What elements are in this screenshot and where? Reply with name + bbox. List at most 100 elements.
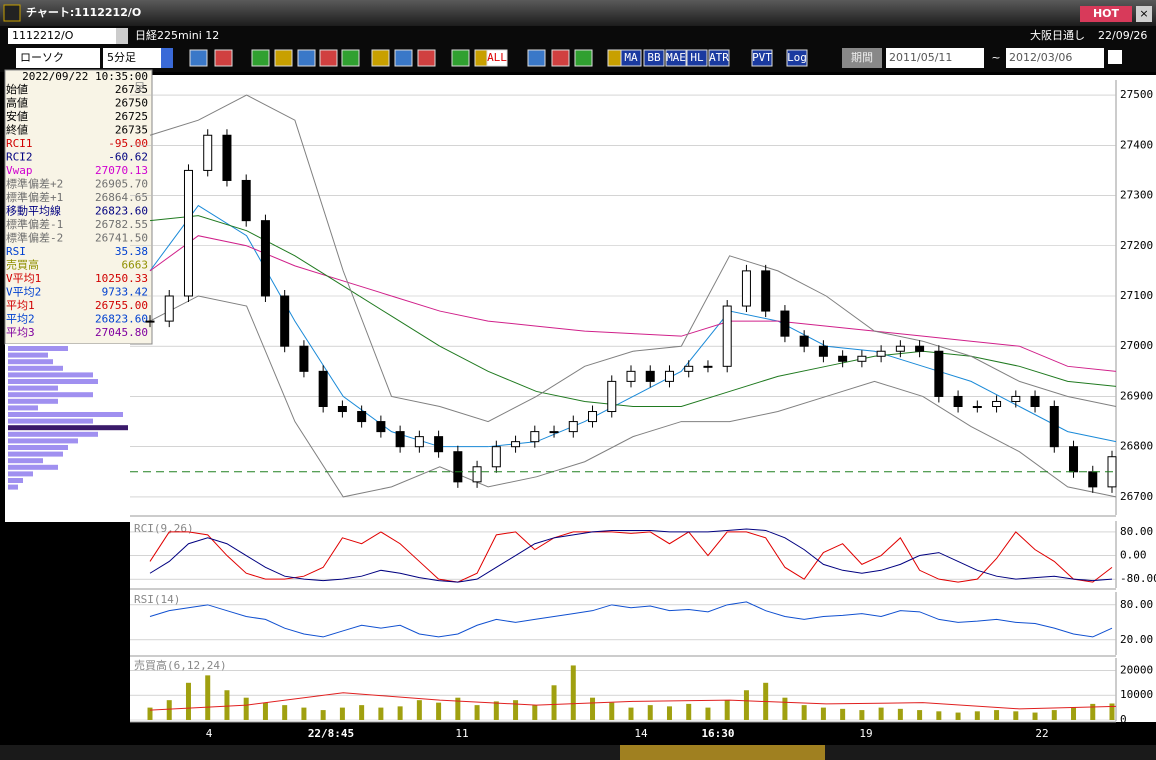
style-select[interactable] <box>16 48 100 68</box>
toolbar-icon[interactable] <box>394 49 413 67</box>
toolbar-button[interactable] <box>486 49 508 67</box>
info-label: 売買高 <box>6 258 39 272</box>
y-tick-label: 26700 <box>1120 490 1153 503</box>
period-dropdown[interactable] <box>161 48 173 68</box>
toolbar-icon[interactable] <box>417 49 436 67</box>
toolbar-button[interactable] <box>686 49 708 67</box>
toolbar-button[interactable] <box>620 49 642 67</box>
info-value: 6663 <box>122 259 149 272</box>
volume-bar <box>897 708 903 721</box>
volume-bar <box>1013 711 1019 721</box>
volume-profile-bar <box>8 359 53 365</box>
indicator-line <box>149 215 1117 408</box>
candle <box>818 345 828 357</box>
toolbar-icon[interactable] <box>274 49 293 67</box>
toolbar-icon[interactable] <box>214 49 233 67</box>
volume-bar <box>628 707 634 721</box>
market-name: 大阪日通し <box>1030 28 1085 42</box>
volume-bar <box>397 706 403 721</box>
from-input[interactable] <box>886 48 984 68</box>
toolbar-icon[interactable] <box>189 49 208 67</box>
from-date[interactable]: 2011/05/11 <box>889 51 952 64</box>
close-button[interactable] <box>1136 6 1152 22</box>
market-date: 22/09/26 <box>1098 29 1147 42</box>
code-input[interactable] <box>8 28 126 44</box>
checkbox[interactable] <box>1108 50 1122 64</box>
toolbar-icon[interactable] <box>251 49 270 67</box>
toolbar-button-label[interactable]: BB <box>647 51 661 64</box>
y-tick-label: 0.00 <box>1120 549 1147 562</box>
volume-bar <box>840 708 846 721</box>
candle <box>761 270 771 312</box>
candle <box>164 295 174 322</box>
period-select[interactable] <box>103 48 173 68</box>
y-tick-label: -80.00 <box>1120 572 1156 585</box>
candle <box>472 466 482 483</box>
candle <box>741 270 751 307</box>
to-input[interactable] <box>1006 48 1104 68</box>
toolbar-icon[interactable] <box>297 49 316 67</box>
toolbar-button-label[interactable]: PVT <box>752 51 772 64</box>
toolbar-button-label[interactable]: MA <box>624 51 638 64</box>
info-datetime: 2022/09/22 10:35:00 <box>22 70 148 83</box>
x-tick-label: 14 <box>634 727 648 740</box>
volume-profile-bar <box>8 445 68 450</box>
volume-bar <box>359 705 365 721</box>
toolbar-icon[interactable] <box>574 49 593 67</box>
volume-bar <box>782 697 788 721</box>
info-label: 始値 <box>6 82 28 96</box>
y-tick-label: 26900 <box>1120 389 1153 402</box>
toolbar-icon[interactable] <box>341 49 360 67</box>
candle <box>972 406 982 409</box>
candle <box>895 345 905 352</box>
toolbar-button-label[interactable]: HL <box>690 51 704 64</box>
style-text[interactable]: ローソク <box>20 51 64 64</box>
info-label: RSI <box>6 245 26 258</box>
info-value: 26905.70 <box>95 178 148 191</box>
toolbar-button[interactable] <box>708 49 730 67</box>
scrollbar[interactable] <box>0 745 1156 760</box>
rsi-line <box>149 601 1113 638</box>
toolbar-icon[interactable] <box>319 49 338 67</box>
toolbar-button[interactable] <box>751 49 773 67</box>
candle <box>280 295 290 347</box>
code-dropdown[interactable] <box>116 28 128 44</box>
volume-bar <box>551 685 557 721</box>
toolbar-button-label[interactable]: ATR <box>709 51 729 64</box>
candle <box>684 365 694 372</box>
x-tick-label: 22 <box>1035 727 1048 740</box>
toolbar-button[interactable] <box>665 49 687 67</box>
volume-bar <box>262 702 268 721</box>
close-label[interactable]: × <box>1139 7 1148 20</box>
candle <box>838 355 848 362</box>
hot-label[interactable]: HOT <box>1093 7 1120 20</box>
toolbar-icon[interactable] <box>551 49 570 67</box>
info-label: 平均2 <box>6 313 35 326</box>
volume-bar <box>1032 712 1038 721</box>
toolbar-button[interactable] <box>786 49 808 67</box>
toolbar-button-label[interactable]: Log <box>787 51 807 64</box>
volume-profile-bar <box>8 398 58 404</box>
panel-label: RCI(9,26) <box>134 522 194 535</box>
toolbar-button-label[interactable]: MAE <box>666 51 686 64</box>
scroll-thumb[interactable] <box>620 745 825 760</box>
toolbar-icon[interactable] <box>451 49 470 67</box>
candle <box>453 451 463 483</box>
chart-layer: ALL MA BB MAE HL ATR PVT Log 2022/09/22 10:35:00… <box>6 49 1156 740</box>
range-button[interactable] <box>842 48 882 68</box>
to-date[interactable]: 2012/03/06 <box>1009 51 1072 64</box>
range-label[interactable]: 期間 <box>851 51 873 64</box>
hot-button[interactable] <box>1080 6 1132 22</box>
candle <box>934 350 944 397</box>
toolbar-icon[interactable] <box>527 49 546 67</box>
toolbar-button-label[interactable]: ALL <box>487 51 507 64</box>
volume-profile-bar <box>8 458 43 464</box>
toolbar-button[interactable] <box>643 49 665 67</box>
volume-bar <box>513 700 519 721</box>
code-text[interactable]: 1112212/O <box>12 29 74 42</box>
volume-bar <box>166 700 172 721</box>
volume-profile-bar <box>8 471 33 477</box>
period-text[interactable]: 5分足 <box>107 51 136 64</box>
toolbar-icon[interactable] <box>371 49 390 67</box>
info-value: 26735 <box>115 83 148 96</box>
